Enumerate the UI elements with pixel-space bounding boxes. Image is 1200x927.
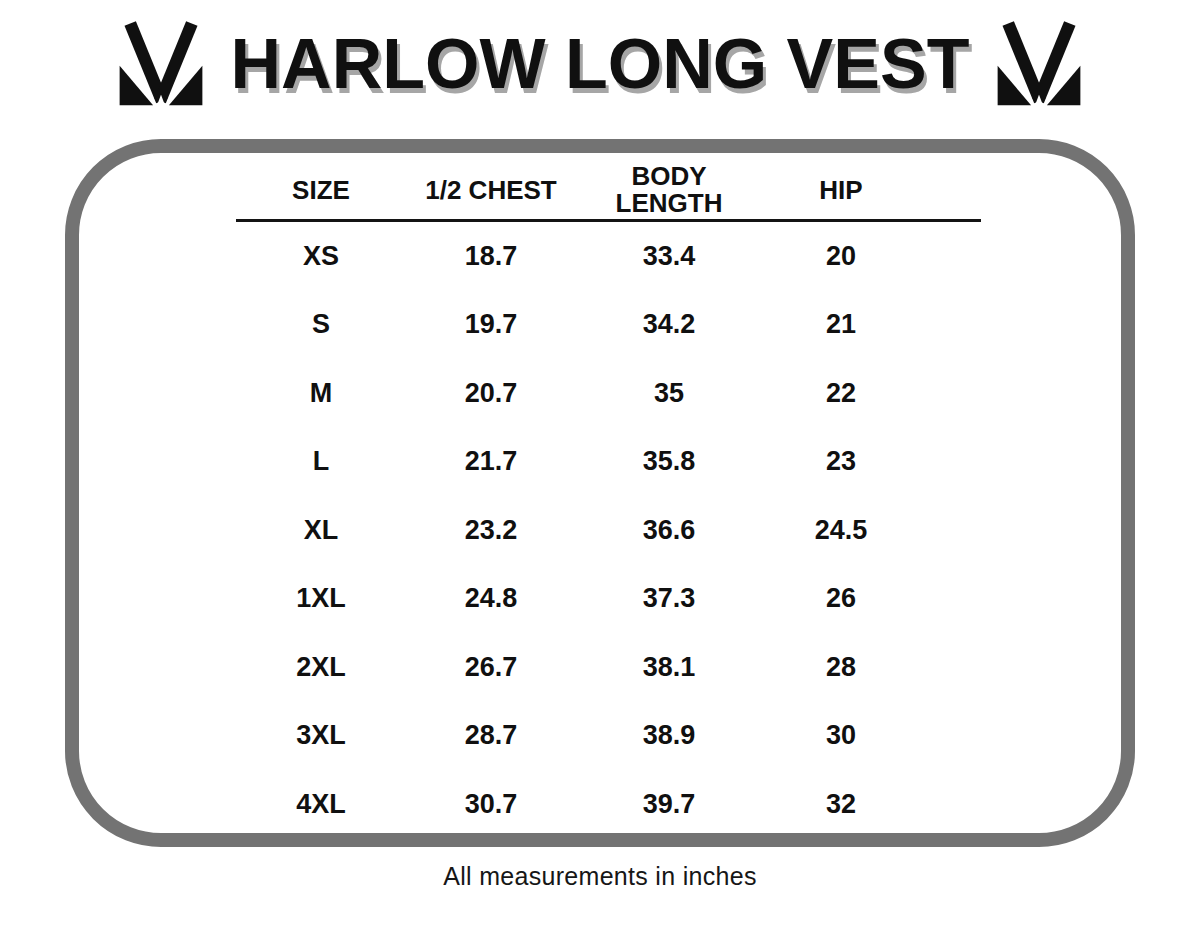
- measurement-cell: 30.7: [406, 789, 576, 820]
- measurement-cell: 21.7: [406, 446, 576, 477]
- size-cell: XL: [236, 515, 406, 546]
- size-cell: M: [236, 378, 406, 409]
- measurement-cell: 38.1: [576, 652, 762, 683]
- brand-m-logo-icon: [995, 18, 1083, 110]
- measurement-cell: 37.3: [576, 583, 762, 614]
- table-row: S19.734.221: [79, 291, 1121, 360]
- table-row: 2XL26.738.128: [79, 633, 1121, 702]
- measurement-cell: 23: [762, 446, 920, 477]
- measurement-cell: 35: [576, 378, 762, 409]
- measurement-cell: 21: [762, 309, 920, 340]
- size-cell: S: [236, 309, 406, 340]
- table-row: 3XL28.738.930: [79, 702, 1121, 771]
- size-cell: 1XL: [236, 583, 406, 614]
- measurement-cell: 23.2: [406, 515, 576, 546]
- table-row: M20.73522: [79, 359, 1121, 428]
- measurement-cell: 38.9: [576, 720, 762, 751]
- table-row: XS18.733.420: [79, 222, 1121, 291]
- brand-m-logo-icon: [117, 18, 205, 110]
- table-body: XS18.733.420S19.734.221M20.73522L21.735.…: [79, 222, 1121, 839]
- page-title: HARLOW LONG VEST: [231, 24, 970, 104]
- column-header: 1/2 CHEST: [406, 161, 576, 219]
- size-cell: XS: [236, 241, 406, 272]
- size-cell: 2XL: [236, 652, 406, 683]
- header-line: HIP: [819, 177, 862, 204]
- measurement-cell: 18.7: [406, 241, 576, 272]
- size-chart-frame: SIZE1/2 CHESTBODYLENGTHHIP XS18.733.420S…: [65, 139, 1135, 847]
- measurement-cell: 32: [762, 789, 920, 820]
- header-line: 1/2 CHEST: [425, 177, 557, 204]
- measurement-cell: 26.7: [406, 652, 576, 683]
- table-header-row: SIZE 1/2 CHEST BODYLENGTH HIP: [79, 161, 1121, 219]
- header-line: SIZE: [292, 177, 350, 204]
- size-chart-page: HARLOW LONG VEST SIZE 1/2 CHEST BODYLENGTH…: [0, 0, 1200, 927]
- table-row: 1XL24.837.326: [79, 565, 1121, 634]
- measurement-cell: 19.7: [406, 309, 576, 340]
- column-header: HIP: [762, 161, 920, 219]
- measurement-cell: 30: [762, 720, 920, 751]
- size-cell: L: [236, 446, 406, 477]
- footnote: All measurements in inches: [0, 862, 1200, 891]
- column-header: BODYLENGTH: [576, 161, 762, 219]
- measurement-cell: 22: [762, 378, 920, 409]
- measurement-cell: 35.8: [576, 446, 762, 477]
- table-row: XL23.236.624.5: [79, 496, 1121, 565]
- measurement-cell: 34.2: [576, 309, 762, 340]
- measurement-cell: 39.7: [576, 789, 762, 820]
- header-line: LENGTH: [616, 190, 723, 217]
- measurement-cell: 20: [762, 241, 920, 272]
- measurement-cell: 33.4: [576, 241, 762, 272]
- column-header: SIZE: [236, 161, 406, 219]
- size-cell: 4XL: [236, 789, 406, 820]
- measurement-cell: 28: [762, 652, 920, 683]
- measurement-cell: 24.8: [406, 583, 576, 614]
- measurement-cell: 36.6: [576, 515, 762, 546]
- measurement-cell: 28.7: [406, 720, 576, 751]
- table-row: 4XL30.739.732: [79, 770, 1121, 839]
- table-row: L21.735.823: [79, 428, 1121, 497]
- header-line: BODY: [631, 163, 706, 190]
- measurement-cell: 24.5: [762, 515, 920, 546]
- measurement-cell: 20.7: [406, 378, 576, 409]
- size-cell: 3XL: [236, 720, 406, 751]
- measurement-cell: 26: [762, 583, 920, 614]
- header: HARLOW LONG VEST: [0, 8, 1200, 120]
